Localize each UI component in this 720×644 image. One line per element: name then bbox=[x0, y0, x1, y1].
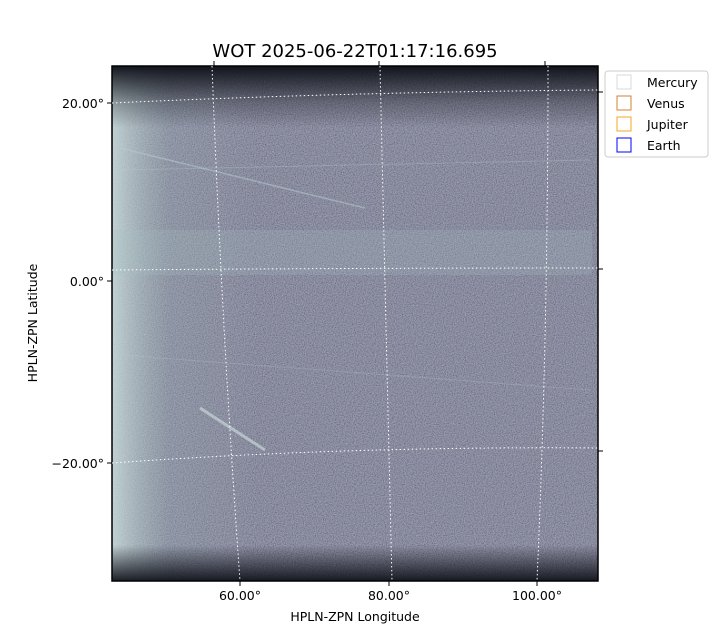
y-tick-label: 20.00° bbox=[62, 96, 104, 111]
grid-lon-80 bbox=[379, 65, 393, 582]
legend-label-mercury: Mercury bbox=[647, 75, 698, 90]
grid-lat-0 bbox=[111, 267, 599, 271]
legend-label-venus: Venus bbox=[647, 96, 685, 111]
legend-swatch-jupiter bbox=[616, 116, 632, 132]
grid-lat-20 bbox=[111, 89, 599, 104]
y-axis-label: HPLN-ZPN Latitude bbox=[25, 263, 40, 382]
legend-swatch-mercury bbox=[616, 74, 632, 90]
y-tick-label: −20.00° bbox=[51, 456, 104, 471]
x-axis-label: HPLN-ZPN Longitude bbox=[290, 609, 420, 624]
x-tick-label: 80.00° bbox=[368, 588, 410, 603]
grid-lines bbox=[111, 65, 599, 582]
legend-label-earth: Earth bbox=[647, 138, 681, 153]
y-tick-label: 0.00° bbox=[70, 274, 104, 289]
grid-lon-60 bbox=[211, 65, 241, 582]
legend-label-jupiter: Jupiter bbox=[646, 117, 689, 132]
axis-ticks bbox=[107, 61, 603, 586]
image-area bbox=[111, 65, 599, 582]
x-tick-label: 100.00° bbox=[512, 588, 562, 603]
x-tick-label: 60.00° bbox=[219, 588, 261, 603]
chart-title: WOT 2025-06-22T01:17:16.695 bbox=[212, 41, 497, 62]
grid-lon-100 bbox=[536, 65, 549, 582]
legend-swatch-venus bbox=[616, 95, 632, 111]
grid-lat-neg20 bbox=[111, 447, 599, 464]
legend: Mercury Venus Jupiter Earth bbox=[604, 70, 709, 158]
legend-swatch-earth bbox=[616, 137, 632, 153]
